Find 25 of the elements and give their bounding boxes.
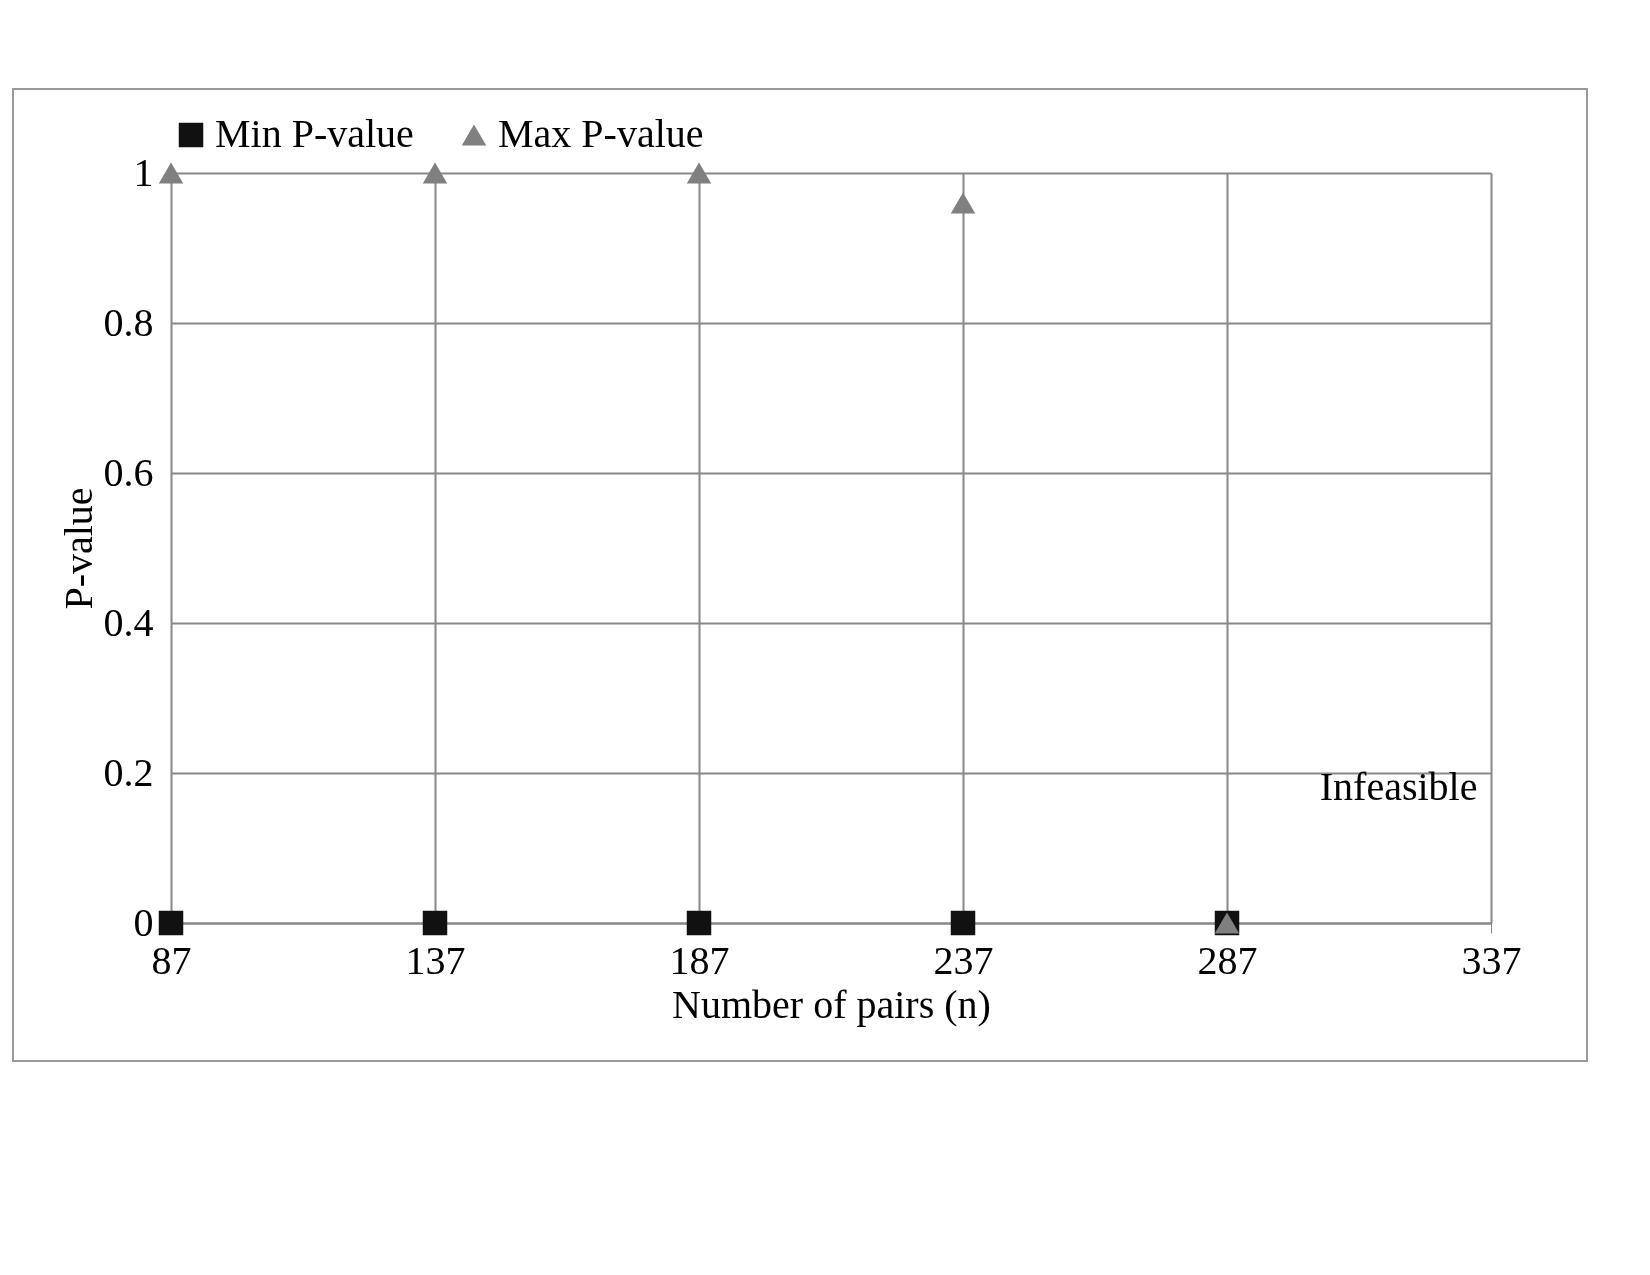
y-tick-label: 0.4 xyxy=(103,599,154,645)
y-axis-title: P-value xyxy=(55,487,101,610)
legend-label: Min P-value xyxy=(215,111,414,156)
point xyxy=(686,910,712,936)
point xyxy=(950,192,976,214)
x-tick-label: 337 xyxy=(1461,937,1522,983)
point xyxy=(422,162,448,184)
x-axis-title: Number of pairs (n) xyxy=(672,981,991,1027)
y-tick-label: 0.2 xyxy=(103,749,154,795)
x-tick-label: 187 xyxy=(669,937,730,983)
x-tick-label: 287 xyxy=(1197,937,1258,983)
x-tick-label: 237 xyxy=(933,937,994,983)
y-tick-label: 0.8 xyxy=(103,299,154,345)
y-tick-label: 0 xyxy=(133,899,154,945)
point xyxy=(158,162,184,184)
x-tick-label: 137 xyxy=(405,937,466,983)
point xyxy=(158,910,184,936)
legend-label: Max P-value xyxy=(498,111,704,156)
point xyxy=(422,910,448,936)
x-tick-label: 87 xyxy=(151,937,192,983)
y-tick-label: 1 xyxy=(133,149,154,195)
point xyxy=(686,162,712,184)
y-tick-label: 0.6 xyxy=(103,449,154,495)
annotation: Infeasible xyxy=(1319,764,1478,809)
point xyxy=(950,910,976,936)
